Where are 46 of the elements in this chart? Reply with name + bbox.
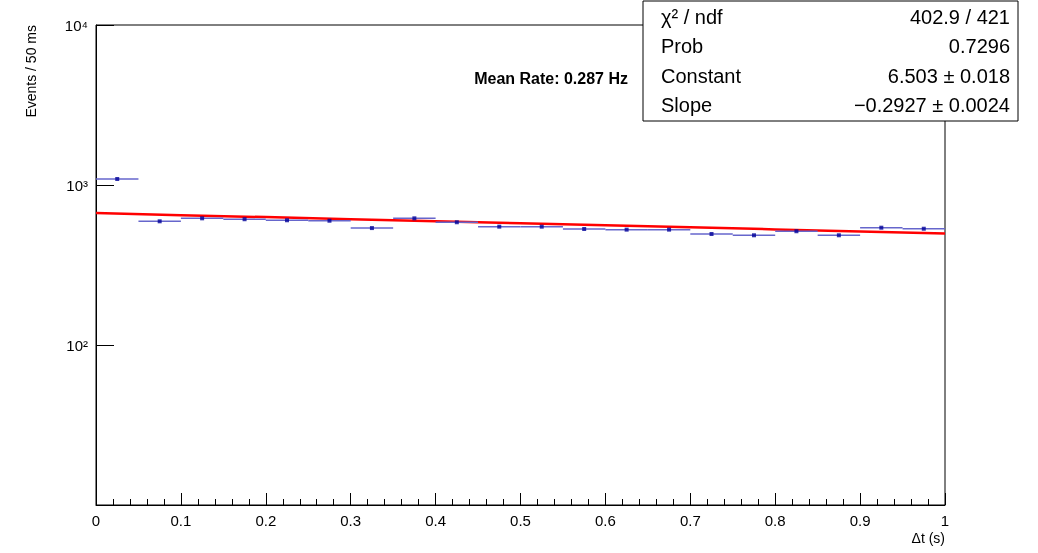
x-tick-label: 0.3 xyxy=(340,512,362,529)
annotation: 402.9 / 421 xyxy=(909,5,1010,28)
y-tick-label: 10³ xyxy=(66,176,88,194)
point xyxy=(369,226,374,231)
point xyxy=(921,226,926,231)
x-tick-label: 0 xyxy=(91,512,101,529)
y-axis-title: Events / 50 ms xyxy=(23,25,39,118)
annotation: χ² / ndf xyxy=(661,5,724,28)
text: 0.7296 xyxy=(948,35,1010,58)
point xyxy=(709,232,714,236)
point xyxy=(794,229,799,234)
point xyxy=(285,218,290,223)
annotation: 6.503 ± 0.018 xyxy=(887,64,1010,87)
x-tick-label: 0.4 xyxy=(425,512,447,529)
x-tick-label: 0.2 xyxy=(255,512,277,529)
point xyxy=(624,227,629,232)
y-tick-label: 10⁴ xyxy=(64,16,88,34)
annotation: Mean Rate: 0.287 Hz xyxy=(474,69,628,87)
point xyxy=(200,216,205,221)
annotation: −0.2927 ± 0.0024 xyxy=(853,94,1010,117)
point xyxy=(454,220,459,225)
line-series xyxy=(94,211,947,235)
annotation: Slope xyxy=(661,94,713,117)
point xyxy=(157,219,162,224)
point xyxy=(115,177,120,182)
annotation: Constant xyxy=(661,64,742,87)
point xyxy=(582,226,587,231)
x-tick-label: 0.7 xyxy=(679,512,701,529)
x-tick-label: 0.6 xyxy=(594,512,616,529)
point xyxy=(539,224,544,229)
point xyxy=(667,227,672,232)
point xyxy=(751,233,756,238)
point xyxy=(879,225,884,230)
x-tick-label: 0.1 xyxy=(170,512,192,529)
point xyxy=(327,218,332,223)
x-tick-label: 0.8 xyxy=(764,512,786,529)
y-tick-label: 10² xyxy=(66,336,88,354)
point xyxy=(412,216,417,221)
x-tick-label: 1 xyxy=(940,512,950,529)
annotation: Prob xyxy=(661,35,704,58)
x-tick-label: 0.9 xyxy=(849,512,871,529)
x-tick-label: 0.5 xyxy=(510,512,531,529)
point xyxy=(836,233,841,238)
x-axis-title: Δt (s) xyxy=(911,530,945,546)
point xyxy=(242,217,247,222)
point xyxy=(497,224,502,229)
